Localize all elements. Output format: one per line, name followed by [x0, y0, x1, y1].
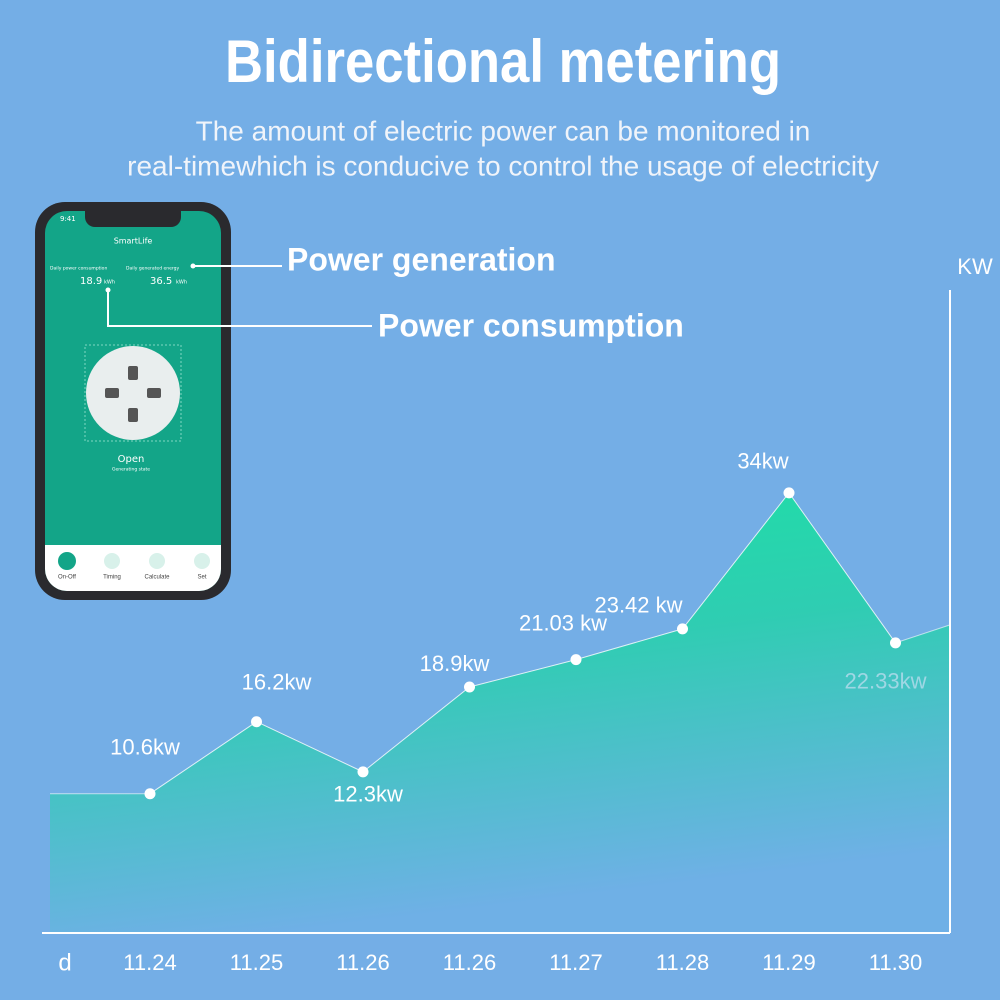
area-edge — [895, 624, 951, 644]
y-axis-label: KW — [957, 254, 993, 279]
socket-pin — [105, 388, 119, 398]
point — [783, 487, 795, 499]
subtitle: real-timewhich is conducive to control t… — [127, 150, 879, 181]
annotation: Power generation — [287, 241, 556, 277]
annotation: Power consumption — [378, 307, 684, 343]
x-tick-label: 11.29 — [762, 950, 815, 975]
app-title: SmartLife — [114, 237, 153, 246]
x-tick-label: 11.24 — [123, 950, 176, 975]
value-label: 18.9kw — [420, 651, 490, 676]
tab-label[interactable]: Set — [197, 575, 206, 581]
socket-pin — [128, 408, 138, 422]
point — [144, 788, 156, 800]
socket-frame — [84, 344, 182, 442]
point — [890, 637, 901, 649]
point — [570, 654, 582, 666]
callout-dot — [105, 287, 111, 293]
x-tick-label: 11.25 — [230, 950, 283, 975]
x-tick-label: 11.26 — [336, 950, 389, 975]
value-label: 16.2kw — [242, 670, 312, 695]
tab-label[interactable]: Timing — [103, 575, 121, 581]
subtitle: The amount of electric power can be moni… — [196, 115, 811, 146]
tab-icon[interactable] — [58, 552, 76, 570]
x-tick-label: 11.27 — [549, 950, 602, 975]
point — [251, 716, 262, 728]
phone-time: 9:41 — [60, 215, 76, 223]
area-fill — [50, 492, 950, 933]
callout-dot — [190, 263, 196, 269]
state: Open — [118, 454, 145, 465]
phone: 9:41 SmartLife Daily power consumption D… — [35, 202, 231, 600]
tab-icon[interactable] — [149, 553, 165, 569]
consumption-value: 18.9 — [80, 276, 102, 287]
tab-icon[interactable] — [194, 553, 210, 569]
tab-icon[interactable] — [104, 553, 120, 569]
point — [357, 766, 369, 778]
generation-unit: kWh — [176, 280, 187, 286]
socket — [86, 346, 180, 440]
generation-value: 36.5 — [150, 276, 172, 287]
value-label: 22.33kw — [845, 669, 927, 694]
title: Bidirectional metering — [225, 28, 781, 95]
point — [677, 623, 688, 635]
point — [464, 681, 475, 693]
value-label: 10.6kw — [110, 735, 180, 760]
tab-label[interactable]: On-Off — [58, 575, 76, 581]
x-axis-label: d — [58, 949, 71, 976]
tab-bar — [45, 545, 221, 591]
tab-label[interactable]: Calculate — [144, 575, 170, 581]
x-tick-label: 11.30 — [869, 950, 922, 975]
socket-pin — [147, 388, 161, 398]
value-label: 34kw — [737, 449, 788, 474]
socket-pin — [128, 366, 138, 380]
x-tick-label: 11.28 — [656, 950, 709, 975]
x-tick-label: 11.26 — [443, 950, 496, 975]
consumption-unit: kWh — [104, 280, 115, 286]
value-label: 23.42 kw — [594, 593, 682, 618]
callout-line — [107, 290, 372, 327]
generation-label: Daily generated energy — [126, 266, 180, 272]
value-label: 21.03 kw — [519, 610, 607, 635]
value-label: 12.3kw — [333, 782, 403, 807]
line — [149, 492, 896, 795]
notch — [85, 211, 181, 227]
state-sub: Generating state — [112, 467, 150, 473]
consumption-label: Daily power consumption — [50, 266, 107, 272]
